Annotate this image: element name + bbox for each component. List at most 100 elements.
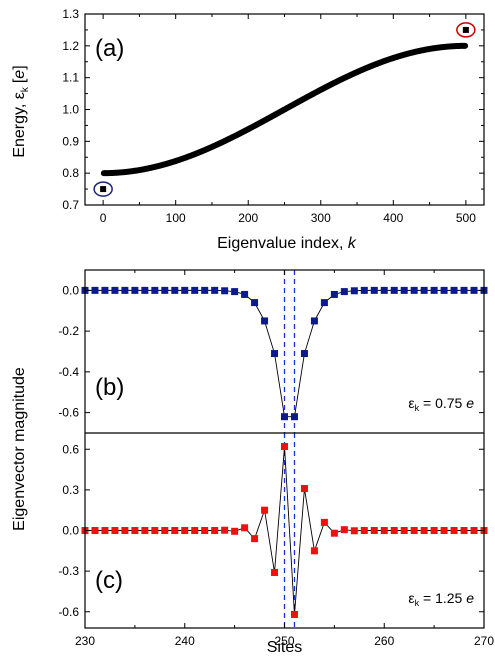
data-point	[91, 286, 99, 294]
data-point	[211, 286, 219, 294]
y-tick-label: 1.2	[62, 39, 79, 53]
axis-ticks-b: 0.0 -0.2 -0.4 -0.6	[58, 283, 484, 420]
y-axis-label-eigenvector: Eigenvector magnitude	[11, 367, 28, 531]
data-point	[350, 527, 358, 535]
isolated-point	[100, 186, 107, 193]
y-tick-label: 1.3	[62, 7, 79, 21]
data-point	[131, 286, 139, 294]
data-point	[271, 350, 279, 358]
data-point	[151, 286, 159, 294]
data-point	[271, 568, 279, 576]
y-tick-label: 0.9	[62, 134, 79, 148]
y-tick-label: -0.2	[58, 324, 79, 338]
data-point	[460, 286, 468, 294]
data-point	[330, 529, 338, 537]
data-point	[221, 526, 229, 534]
data-point	[171, 527, 179, 534]
data-point	[251, 535, 259, 543]
data-point	[310, 547, 318, 555]
data-point	[161, 286, 169, 294]
data-point	[420, 286, 428, 294]
data-point	[330, 290, 338, 298]
data-point	[101, 527, 109, 534]
y-tick-label: 0.6	[62, 442, 79, 456]
data-point	[281, 443, 288, 451]
energy-annotation-c: εk = 1.25 e	[408, 590, 474, 608]
x-tick-label: 0	[100, 211, 107, 225]
data-point	[410, 527, 418, 534]
data-point	[430, 286, 438, 294]
data-point	[261, 506, 269, 514]
data-point	[231, 288, 239, 296]
x-tick-label: 300	[311, 211, 331, 225]
data-point	[340, 526, 348, 534]
x-tick-label: 400	[383, 211, 403, 225]
data-point	[320, 299, 328, 307]
data-point	[141, 286, 149, 294]
y-tick-label: -0.3	[58, 564, 79, 578]
data-point	[231, 527, 239, 535]
y-tick-label: 0.3	[62, 483, 79, 497]
x-tick-label: 100	[166, 211, 186, 225]
data-point	[440, 286, 448, 294]
x-axis-label-sites: Sites	[267, 639, 303, 656]
data-point	[131, 527, 139, 534]
data-point	[360, 527, 368, 534]
data-point	[111, 286, 119, 294]
data-point	[440, 527, 448, 534]
data-point	[201, 286, 209, 294]
x-tick-label: 200	[238, 211, 258, 225]
data-point	[241, 290, 249, 298]
data-point	[390, 286, 398, 294]
data-point	[300, 350, 308, 358]
data-point	[191, 527, 199, 534]
data-point	[400, 527, 408, 534]
panel-label-a: (a)	[95, 35, 124, 62]
y-tick-label: 0.0	[62, 283, 79, 297]
data-point	[171, 286, 179, 294]
data-point	[300, 485, 308, 493]
data-point	[181, 527, 189, 534]
axis-ticks-a: 0 100 200 300 400 500 0.7 0.8 0.9 1.0 1.1 1.2 1.3	[62, 7, 484, 225]
plot-frame-bc	[84, 269, 485, 629]
data-point	[390, 527, 398, 534]
highlight-circle	[93, 181, 113, 197]
data-point	[470, 527, 478, 534]
data-point	[91, 527, 99, 534]
data-point	[360, 286, 368, 294]
axis-ticks-c: 0.6 0.3 0.0 -0.3 -0.6 230 240 250 260 270	[58, 270, 494, 648]
data-point	[290, 610, 298, 618]
data-point	[400, 286, 408, 294]
data-point	[221, 287, 229, 295]
data-point	[420, 527, 428, 534]
panel-c: 0.6 0.3 0.0 -0.3 -0.6 230 240 250 260 270 (c) εk …	[58, 270, 494, 656]
y-tick-label: 0.8	[62, 166, 79, 180]
data-point	[340, 288, 348, 296]
energy-curve-path	[100, 42, 469, 177]
data-point	[370, 527, 378, 534]
data-point	[281, 413, 288, 421]
data-point	[121, 527, 129, 534]
data-point	[370, 286, 378, 294]
data-point	[201, 527, 209, 534]
data-point	[111, 527, 119, 534]
series-b	[81, 286, 488, 421]
y-axis-label-a: Energy, εk[e]	[11, 65, 31, 157]
y-tick-label: 1.1	[62, 71, 79, 85]
dashed-guides-c	[283, 433, 296, 628]
dashed-guides-b	[283, 270, 296, 433]
data-point	[151, 527, 159, 534]
data-point	[450, 527, 458, 534]
y-tick-label: 0.0	[62, 524, 79, 538]
isolated-points	[93, 22, 476, 197]
energy-annotation-b: εk = 0.75 e	[408, 395, 474, 413]
data-point	[450, 286, 458, 294]
data-point	[121, 286, 129, 294]
y-tick-label: 1.0	[62, 103, 79, 117]
data-point	[141, 527, 149, 534]
panel-a: 0 100 200 300 400 500 0.7 0.8 0.9 1.0 1.1 1.2 1.3 (a…	[11, 7, 485, 252]
y-tick-label: -0.6	[58, 605, 79, 619]
x-tick-label: 500	[456, 211, 476, 225]
data-point	[181, 286, 189, 294]
